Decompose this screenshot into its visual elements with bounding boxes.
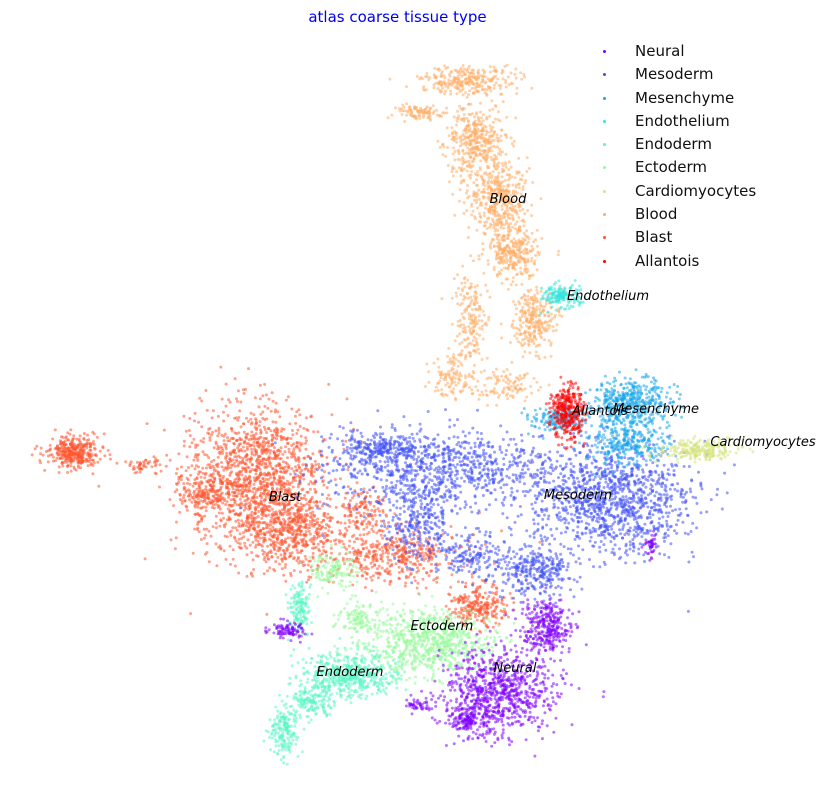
legend-marker (603, 96, 606, 100)
cluster-label-allantois: Allantois (571, 404, 628, 419)
legend-label: Mesenchyme (635, 88, 735, 107)
legend-marker (603, 213, 606, 217)
legend-marker (603, 236, 606, 240)
series-allantois (544, 375, 590, 451)
legend-label: Allantois (635, 251, 700, 270)
legend-label: Endothelium (635, 111, 730, 130)
legend-label: Blood (635, 205, 678, 224)
cluster-label-cardiomyocytes: Cardiomyocytes (710, 435, 815, 450)
series-blast (30, 365, 542, 634)
cluster-label-neural: Neural (494, 661, 537, 676)
cluster-label-mesenchyme: Mesenchyme (613, 402, 699, 417)
legend-marker (603, 73, 606, 77)
legend-label: Blast (635, 228, 673, 247)
legend-marker (603, 119, 606, 123)
legend-marker (603, 143, 606, 147)
series-endoderm (262, 561, 408, 766)
series-neural (263, 529, 658, 758)
chart-title: atlas coarse tissue type (308, 8, 487, 26)
legend-marker (603, 166, 606, 170)
legend-label: Endoderm (635, 135, 712, 154)
legend-label: Ectoderm (635, 158, 708, 177)
cluster-label-endothelium: Endothelium (567, 289, 649, 304)
cluster-labels: BloodEndotheliumAllantoisMesenchymeCardi… (269, 192, 816, 680)
legend-label: Cardiomyocytes (635, 181, 757, 200)
cluster-label-endoderm: Endoderm (317, 665, 384, 680)
series-endothelium (539, 279, 587, 315)
cluster-label-mesoderm: Mesoderm (544, 488, 612, 503)
scatter-points (30, 63, 755, 766)
cluster-label-ectoderm: Ectoderm (411, 619, 474, 634)
cluster-label-blast: Blast (269, 490, 302, 505)
series-blood (386, 63, 564, 407)
cluster-label-blood: Blood (490, 192, 527, 207)
legend-marker (603, 189, 606, 193)
legend-marker (603, 259, 606, 263)
legend-marker (603, 50, 606, 53)
legend-label: Mesoderm (635, 65, 714, 84)
series-mesoderm (239, 408, 736, 613)
legend-label: Neural (635, 42, 685, 60)
series-cardiomyocytes (640, 434, 755, 465)
